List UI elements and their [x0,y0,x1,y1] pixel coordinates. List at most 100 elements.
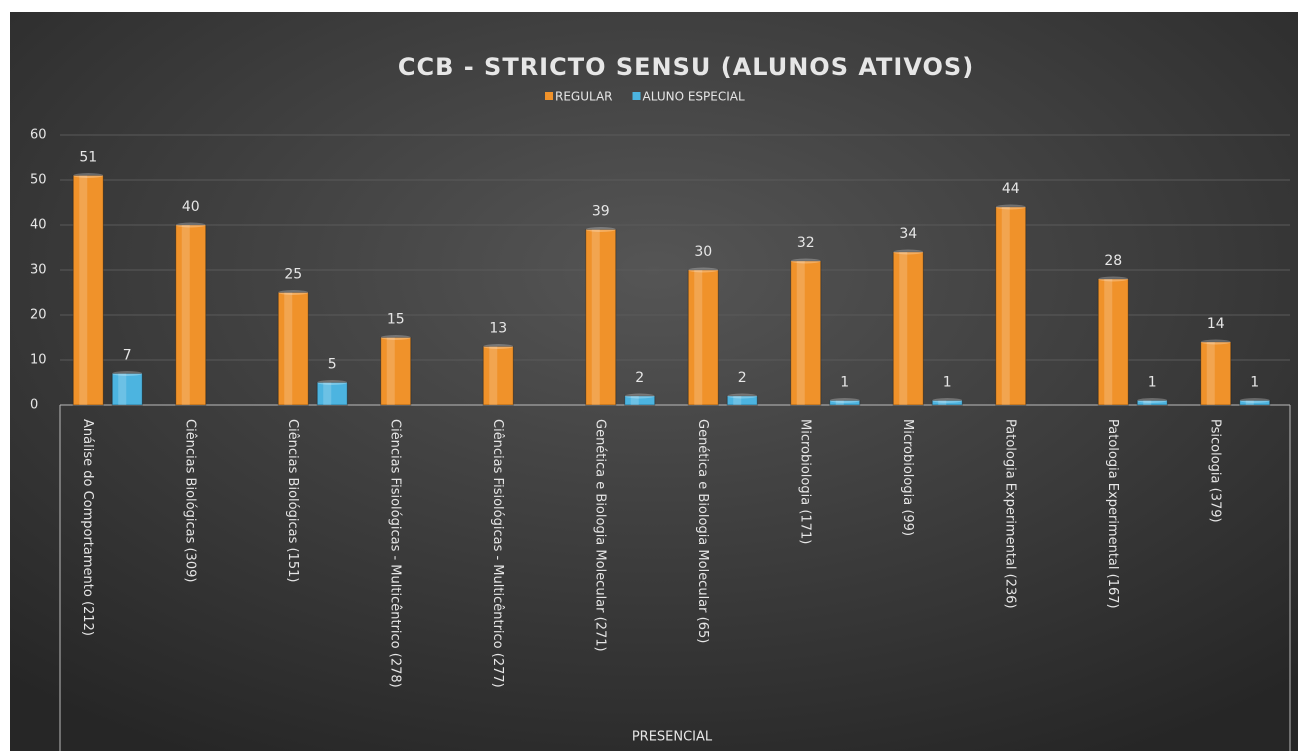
bar-cap [624,393,655,399]
bar [72,175,104,406]
bar-highlight [323,382,332,405]
bar [726,395,758,406]
y-tick-label: 0 [30,398,38,413]
bar-highlight [733,396,742,405]
bar [482,346,514,406]
bar-cap [175,222,206,228]
x-tick-label: Ciências Fisiológicas - Multicêntrico (2… [490,419,505,688]
data-label: 44 [1002,181,1020,197]
bar-cap [73,173,104,178]
data-label: 2 [635,370,644,386]
bar-highlight [899,252,908,405]
x-tick-label: Patologia Experimental (167) [1105,419,1120,609]
bar-cap [932,398,963,403]
data-label: 1 [840,375,849,391]
bar [380,337,412,406]
bar-highlight [181,225,190,405]
data-label: 2 [738,370,747,386]
bar-highlight [1143,400,1152,405]
y-tick-label: 40 [30,218,47,233]
bar [892,251,924,406]
data-label: 34 [899,226,917,242]
bar [1239,400,1271,406]
data-label: 13 [489,321,507,337]
bar-highlight [835,400,844,405]
bar-highlight [1245,400,1254,405]
data-label: 28 [1104,253,1122,269]
bar [585,229,617,406]
bar-cap [995,204,1026,210]
x-tick-label: Análise do Comportamento (212) [80,419,95,636]
bar-cap [829,398,860,403]
bar-cap [893,249,924,255]
bar [829,400,861,406]
bar-cap [112,371,143,376]
x-tick-label: Ciências Fisiológicas - Multicêntrico (2… [387,419,402,688]
data-label: 25 [284,267,302,283]
data-label: 1 [1148,375,1157,391]
x-tick-label: Genética e Biologia Molecular (271) [592,419,607,652]
bar-highlight [489,346,498,405]
x-tick-label: Microbiologia (99) [900,419,915,536]
bar-cap [1137,398,1168,403]
data-label: 32 [797,235,815,251]
bar-cap [1239,398,1270,403]
x-tick-label: Genética e Biologia Molecular (65) [695,419,710,643]
bar-cap [1200,339,1231,345]
bar-highlight [1104,279,1113,405]
x-tick-label: Ciências Biológicas (309) [182,419,197,582]
bar [931,400,963,406]
y-tick-label: 60 [30,128,47,143]
bar-cap [688,267,719,273]
bar-cap [380,335,411,340]
data-label: 14 [1207,316,1225,332]
bar-cap [278,290,309,295]
bar [1200,341,1232,406]
bar-highlight [938,400,947,405]
bar [277,292,309,406]
chart-title: CCB - STRICTO SENSU (ALUNOS ATIVOS) [398,53,974,81]
bar [995,206,1027,406]
bar-highlight [630,396,639,405]
y-tick-label: 30 [30,263,47,278]
bar-highlight [284,292,293,405]
legend-swatch [545,92,553,100]
data-label: 7 [123,348,132,364]
y-tick-label: 20 [30,308,47,323]
bar [687,269,719,406]
x-tick-label: Ciências Biológicas (151) [285,419,300,582]
legend-label: REGULAR [555,90,613,104]
data-label: 39 [592,204,610,220]
legend-label: ALUNO ESPECIAL [643,90,745,104]
legend: REGULAR ALUNO ESPECIAL [545,90,745,104]
data-label: 15 [387,312,405,328]
bar-cap [585,227,616,232]
group-label: PRESENCIAL [632,730,713,745]
y-tick-label: 10 [30,353,47,368]
bar [175,224,207,406]
bar [1136,400,1168,406]
bar [111,373,143,406]
bar-cap [1098,276,1129,282]
bar-cap [483,344,514,349]
x-tick-label: Patologia Experimental (236) [1002,419,1017,609]
bar-highlight [591,229,600,405]
bar-cap [790,258,821,264]
data-label: 1 [943,375,952,391]
legend-swatch [632,92,641,100]
bar [316,382,348,406]
bar-highlight [694,270,703,405]
bar-highlight [796,261,805,405]
x-tick-label: Psicologia (379) [1207,419,1222,523]
bar-highlight [79,175,88,405]
data-label: 51 [79,150,97,166]
bar-highlight [1206,342,1215,405]
bar-highlight [1001,207,1010,405]
bar [1097,278,1129,406]
x-tick-label: Microbiologia (171) [797,419,812,544]
bar-cap [317,380,348,385]
y-tick-label: 50 [30,173,47,188]
bar [624,395,656,406]
bar-cap [727,393,758,399]
